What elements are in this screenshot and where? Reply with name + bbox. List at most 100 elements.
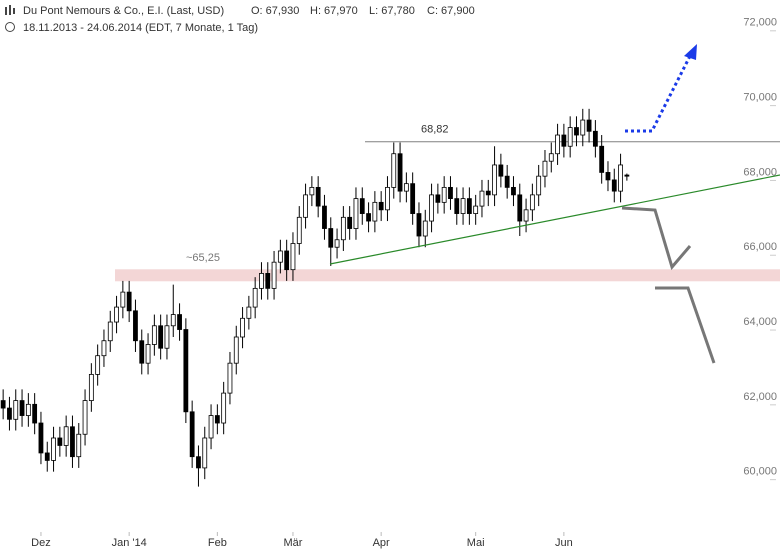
candle-body [208, 415, 214, 439]
candle-body [422, 220, 428, 237]
ohlc-label: L: 67,780 [369, 5, 415, 17]
candle-body [517, 194, 523, 222]
candle-body [7, 407, 12, 420]
candle-body [25, 403, 31, 416]
candle-body [88, 374, 94, 401]
candle-body [170, 314, 176, 327]
candle-body [391, 153, 397, 188]
y-tick-label: 60,000 [743, 466, 777, 478]
x-tick-label: Mär [283, 537, 302, 549]
candle-body [114, 306, 119, 323]
projection-path [655, 286, 716, 364]
y-tick-label: 68,000 [743, 166, 777, 178]
candle-body [0, 400, 6, 409]
candle-body [561, 134, 567, 147]
candle-body [202, 437, 208, 469]
candle-body [183, 329, 189, 413]
candle-body [164, 325, 170, 349]
candle-body [126, 291, 132, 312]
candle-body [555, 134, 560, 155]
candle-body [145, 344, 151, 364]
candle-body [309, 186, 315, 196]
candle-body [340, 216, 346, 241]
candle-body [466, 198, 472, 214]
candle-body [586, 119, 592, 132]
candle-body [397, 153, 403, 192]
candle-body [315, 186, 321, 207]
candle-body [353, 198, 359, 229]
candle-body [378, 201, 384, 211]
bullish-arrow [625, 55, 692, 133]
candle-body [296, 216, 302, 244]
candle-body [240, 317, 245, 338]
candle-body [259, 273, 264, 289]
chart-title: Du Pont Nemours & Co., E.I. (Last, USD) [23, 5, 224, 17]
candle-body [133, 310, 138, 342]
x-tick-label: Apr [373, 537, 390, 549]
candle-body [498, 164, 504, 177]
candle-body [95, 355, 101, 375]
candle-body [567, 127, 573, 147]
candle-body [618, 164, 623, 192]
ohlc-label: O: 67,930 [251, 5, 299, 17]
candle-body [158, 325, 164, 349]
candle-body [277, 250, 283, 263]
support-zone [115, 269, 780, 282]
plot: ~65,25 68,82 60,000 62,000 64,000 66,000 68,00… [0, 17, 780, 549]
candle-body [624, 174, 630, 177]
candle-body [214, 415, 220, 424]
candle-body [76, 433, 82, 458]
y-tick-label: 66,000 [743, 241, 777, 253]
candle-body [448, 186, 453, 200]
candle-body [290, 243, 296, 271]
candle-body [441, 186, 447, 203]
candle-body [120, 291, 126, 308]
candle-body [529, 194, 535, 211]
candle-body [542, 160, 548, 177]
candle-body [32, 403, 38, 424]
candle-body [328, 228, 334, 248]
candle-body [265, 273, 271, 289]
candle-body [252, 287, 258, 308]
candle-body [435, 194, 441, 203]
arrow-head [684, 44, 697, 60]
y-tick-label: 70,000 [743, 92, 777, 104]
candle-body [429, 194, 434, 222]
candle-body [416, 213, 422, 237]
candle-body [473, 205, 479, 214]
candle-body [233, 336, 239, 364]
candle-body [101, 340, 107, 357]
candle-body [303, 194, 308, 218]
candle-body [322, 205, 327, 229]
candle-body [492, 164, 497, 196]
ohlc-label: H: 67,970 [310, 5, 358, 17]
candle-body [271, 261, 277, 289]
x-tick-label: Feb [208, 537, 227, 549]
candle-body [19, 400, 25, 416]
candle-body [359, 198, 365, 214]
y-tick-label: 64,000 [743, 316, 777, 328]
candle-body [196, 456, 201, 469]
y-tick-label: 62,000 [743, 391, 777, 403]
subtitle: 18.11.2013 - 24.06.2014 (EDT, 7 Monate, … [23, 22, 258, 34]
y-tick-label: 72,000 [743, 17, 777, 29]
candle-body [44, 452, 50, 461]
candle-body [599, 145, 605, 173]
candle-body [460, 198, 466, 214]
candle-body [246, 306, 252, 319]
candle-body [284, 250, 290, 271]
candle-body [189, 411, 195, 458]
candle-body [574, 127, 579, 136]
candle-body [410, 183, 416, 214]
candle-body [523, 209, 529, 222]
resistance-label: 68,82 [421, 124, 449, 136]
candle-body [151, 325, 157, 345]
candle-body [504, 175, 510, 188]
candle-body [592, 130, 598, 147]
candle-body [63, 426, 69, 446]
candle-body [227, 362, 233, 394]
x-tick-label: Dez [31, 537, 51, 549]
candle-body [385, 186, 390, 211]
candle-body [38, 422, 44, 454]
ohlc-label: C: 67,900 [427, 5, 475, 17]
